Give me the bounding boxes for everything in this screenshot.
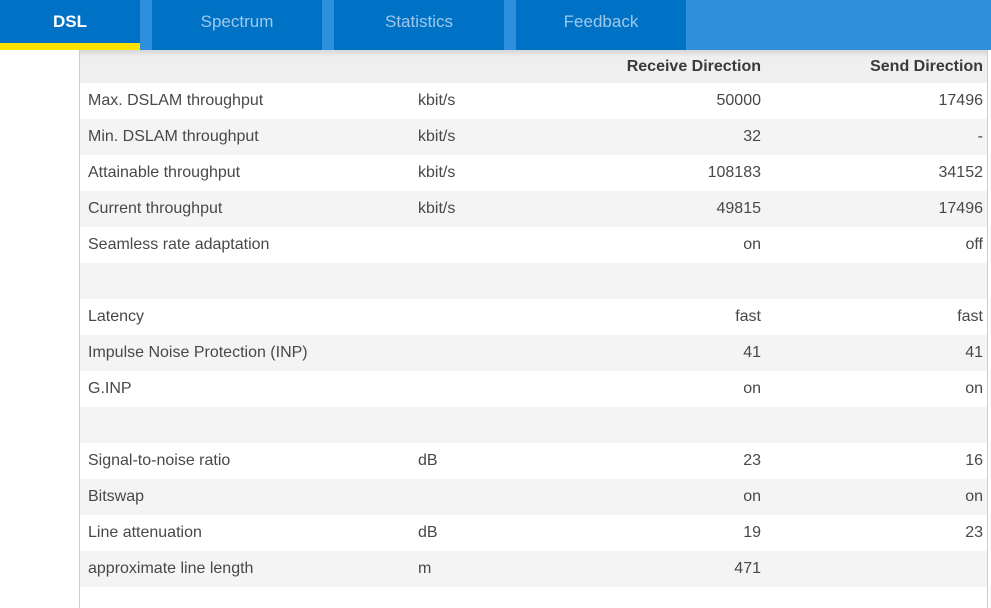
table-header-row: Receive Direction Send Direction [80, 50, 987, 83]
send-value: 23 [965, 524, 983, 541]
column-header-receive-direction: Receive Direction [626, 57, 761, 75]
table-row: Seamless rate adaptation on off [80, 227, 987, 263]
row-unit: kbit/s [418, 128, 456, 145]
row-unit: dB [418, 452, 438, 469]
tab-feedback[interactable]: Feedback [516, 0, 686, 50]
table-row: Attainable throughput kbit/s 108183 34152 [80, 155, 987, 191]
row-label: Max. DSLAM throughput [88, 92, 264, 109]
row-label: Bitswap [88, 488, 145, 505]
send-value: off [965, 236, 984, 253]
content-area: Receive Direction Send Direction Max. DS… [0, 50, 991, 608]
receive-value: 32 [743, 128, 761, 145]
row-label: approximate line length [88, 560, 254, 577]
row-unit: kbit/s [418, 164, 456, 181]
row-unit: kbit/s [418, 92, 456, 109]
row-label: Seamless rate adaptation [88, 236, 270, 253]
row-label: Impulse Noise Protection (INP) [88, 344, 308, 361]
table-row: Max. DSLAM throughput kbit/s 50000 17496 [80, 83, 987, 119]
table-row [80, 263, 987, 299]
receive-value: 41 [743, 344, 761, 361]
row-label: Attainable throughput [88, 164, 241, 181]
table-row: Latency fast fast [80, 299, 987, 335]
tab-label: DSL [53, 11, 87, 31]
receive-value: 471 [734, 560, 761, 577]
row-unit: dB [418, 524, 438, 541]
receive-value: fast [735, 308, 761, 325]
table-row: G.INP on on [80, 371, 987, 407]
receive-value: on [743, 380, 761, 397]
table-row: Bitswap on on [80, 479, 987, 515]
send-value: on [965, 380, 983, 397]
receive-value: 19 [743, 524, 761, 541]
table-row [80, 407, 987, 443]
table-row: Signal-to-noise ratio dB 23 16 [80, 443, 987, 479]
receive-value: on [743, 488, 761, 505]
tab-label: Feedback [563, 11, 639, 31]
row-label: G.INP [88, 380, 132, 397]
send-value: 16 [965, 452, 983, 469]
row-unit: m [418, 560, 432, 577]
row-label: Current throughput [88, 200, 223, 217]
left-gutter [0, 50, 80, 608]
row-label: Latency [88, 308, 145, 325]
receive-value: 23 [743, 452, 761, 469]
tab-statistics[interactable]: Statistics [334, 0, 504, 50]
table-row: approximate line length m 471 [80, 551, 987, 587]
send-value: 17496 [938, 92, 984, 109]
send-value: 41 [965, 344, 983, 361]
receive-value: 49815 [716, 200, 762, 217]
receive-value: 108183 [707, 164, 761, 181]
send-value: fast [957, 308, 983, 325]
dsl-parameters-table: Receive Direction Send Direction Max. DS… [80, 50, 987, 608]
row-unit: kbit/s [418, 200, 456, 217]
table-body: Max. DSLAM throughput kbit/s 50000 17496 Min… [80, 83, 987, 587]
send-value: on [965, 488, 983, 505]
tab-dsl[interactable]: DSL [0, 0, 140, 50]
table-row: Line attenuation dB 19 23 [80, 515, 987, 551]
table-row: Current throughput kbit/s 49815 17496 [80, 191, 987, 227]
tab-label: Statistics [384, 11, 454, 31]
column-header-send-direction: Send Direction [870, 57, 983, 75]
table-row: Min. DSLAM throughput kbit/s 32 - [80, 119, 987, 155]
receive-value: 50000 [716, 92, 762, 109]
receive-value: on [743, 236, 761, 253]
tab-spectrum[interactable]: Spectrum [152, 0, 322, 50]
tab-bar: DSL Spectrum Statistics Feedback [0, 0, 991, 50]
table-row: Impulse Noise Protection (INP) 41 41 [80, 335, 987, 371]
row-label: Line attenuation [88, 524, 202, 541]
row-label: Signal-to-noise ratio [88, 452, 231, 469]
row-label: Min. DSLAM throughput [88, 128, 259, 145]
send-value: - [977, 128, 983, 145]
send-value: 34152 [938, 164, 984, 181]
tab-label: Spectrum [200, 11, 274, 31]
right-edge-border [987, 50, 991, 608]
send-value: 17496 [938, 200, 984, 217]
